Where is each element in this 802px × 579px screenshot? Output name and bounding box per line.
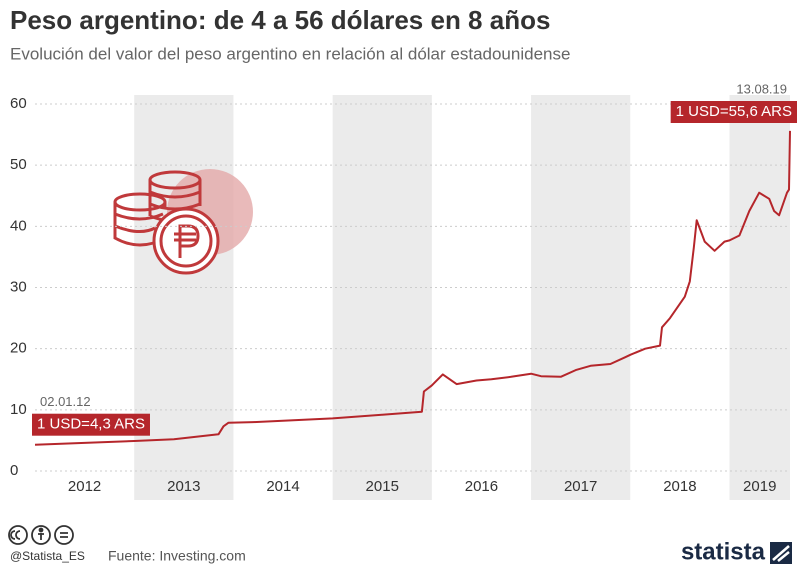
y-tick-label: 10 (10, 401, 27, 418)
credit: @Statista_ES (10, 549, 85, 563)
year-band (531, 95, 631, 500)
annotation-box (32, 413, 150, 436)
x-tick-label: 2016 (465, 478, 498, 495)
annotation-date: 13.08.19 (736, 81, 787, 96)
y-tick-label: 20 (10, 340, 27, 357)
brand-logo: statista (681, 538, 766, 565)
chart-subtitle: Evolución del valor del peso argentino e… (10, 44, 570, 63)
annotation-label: 1 USD=4,3 ARS (37, 416, 145, 433)
year-band (729, 95, 790, 500)
annotation-date: 02.01.12 (40, 394, 91, 409)
x-tick-label: 2018 (663, 478, 696, 495)
y-tick-label: 60 (10, 95, 27, 112)
y-tick-label: 0 (10, 462, 18, 479)
annotation-box (670, 101, 797, 123)
brand-mark-stripes (772, 545, 790, 562)
source: Fuente: Investing.com (108, 548, 246, 564)
y-tick-label: 50 (10, 156, 27, 173)
chart-title: Peso argentino: de 4 a 56 dólares en 8 a… (10, 5, 550, 35)
x-tick-label: 2015 (366, 478, 399, 495)
x-tick-label: 2017 (564, 478, 597, 495)
coin-icon (113, 169, 253, 275)
year-band (134, 95, 234, 500)
x-tick-label: 2014 (266, 478, 299, 495)
x-tick-label: 2013 (167, 478, 200, 495)
x-tick-label: 2012 (68, 478, 101, 495)
annotation-label: 1 USD=55,6 ARS (676, 103, 792, 120)
footer-icons (8, 525, 74, 545)
year-band (332, 95, 432, 500)
y-tick-label: 30 (10, 278, 27, 295)
x-tick-label: 2019 (743, 478, 776, 495)
data-line (34, 130, 791, 446)
y-tick-label: 40 (10, 217, 27, 234)
bands (134, 95, 790, 500)
